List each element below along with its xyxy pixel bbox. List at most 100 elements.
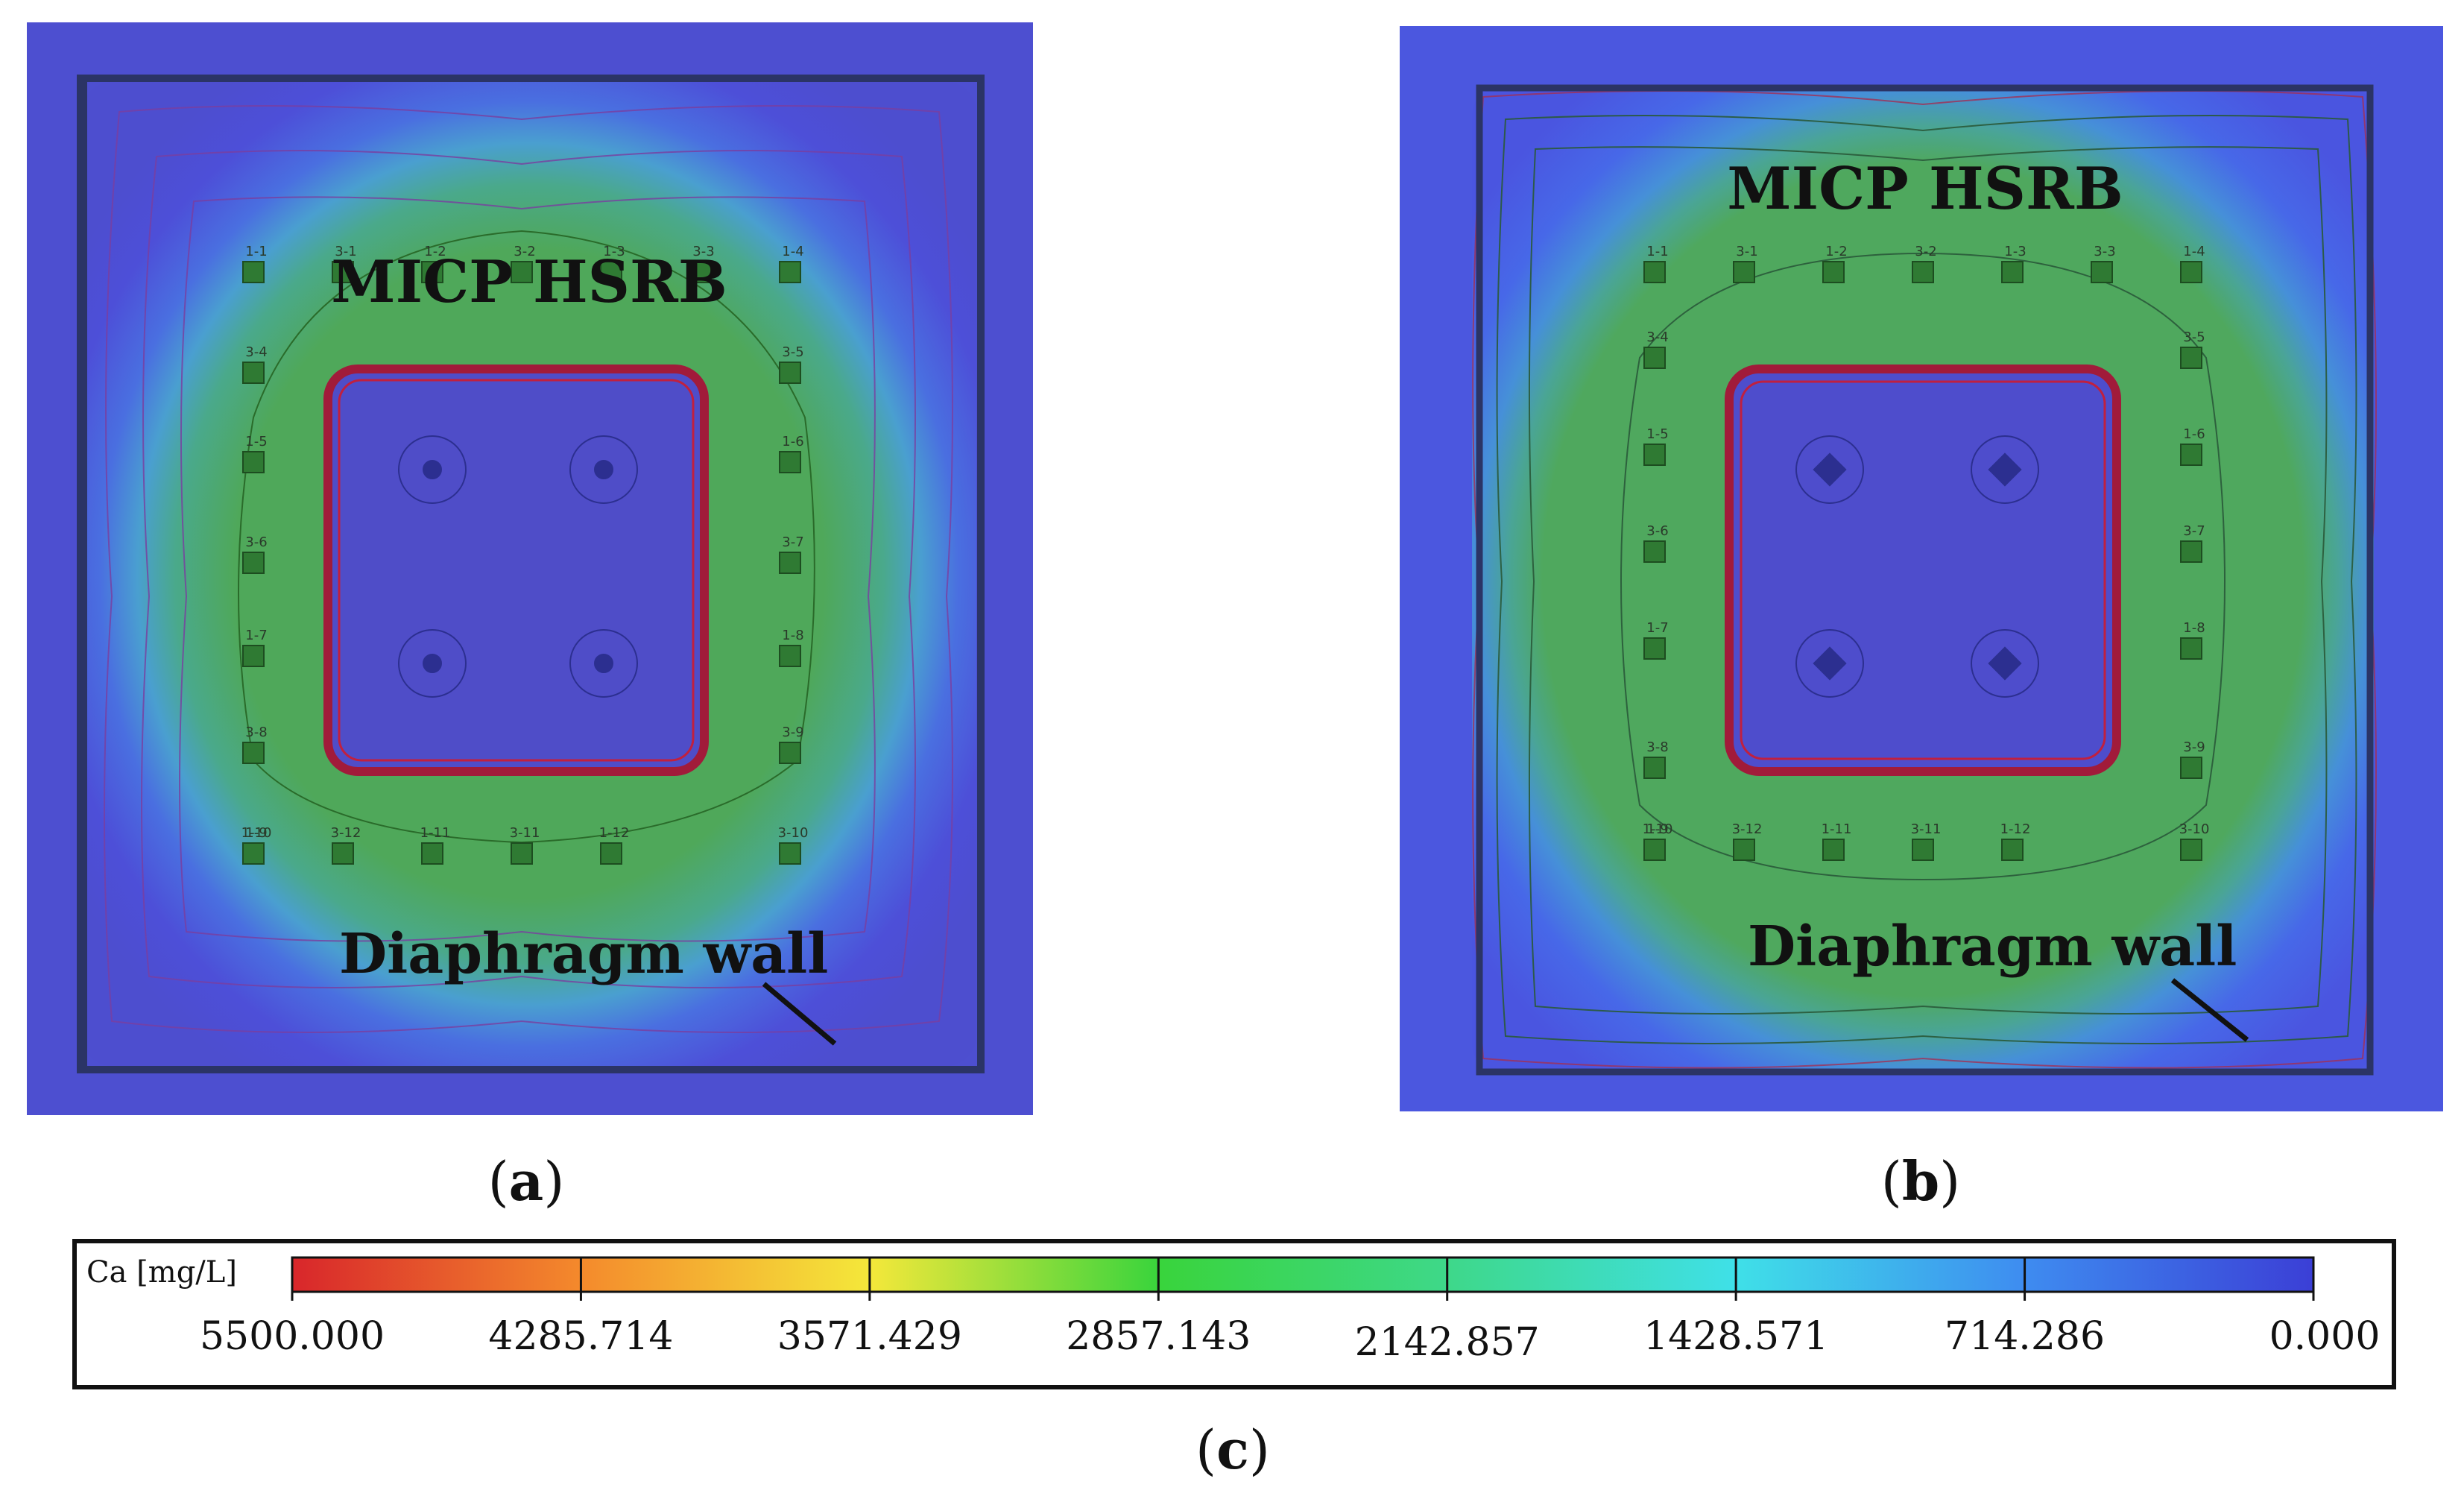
well-label: 3-1 xyxy=(335,244,356,259)
well-label: 3-4 xyxy=(245,344,267,360)
well-label: 1-5 xyxy=(1646,426,1668,442)
well-label: 1-2 xyxy=(424,244,446,259)
panel-a-inner-pit xyxy=(323,365,709,776)
well-label: 3-9 xyxy=(782,725,803,740)
well-marker xyxy=(2180,347,2202,369)
well-marker xyxy=(689,261,712,283)
well-marker xyxy=(2180,444,2202,466)
well-label: 3-8 xyxy=(245,725,267,740)
panel-a-inner-contour xyxy=(338,379,695,762)
panel-b-wells: 1-1 3-1 1-2 3-2 1-3 3-3 1-4 3-4 3-5 1-5 1-6 3-6 3-7 1… xyxy=(1643,244,2210,861)
well-label: 3-6 xyxy=(1646,523,1668,539)
well-marker xyxy=(2180,839,2202,861)
panel-b-contours xyxy=(1472,90,2377,1069)
legend-tick-label: 2142.857 xyxy=(1355,1320,1540,1365)
panel-a: 1-1 3-1 1-2 3-2 1-3 3-3 1-4 3-4 3-5 1-5 1-6 3-6 3-7 1… xyxy=(27,22,1033,1115)
well-marker xyxy=(1643,444,1666,466)
well-marker xyxy=(1822,839,1845,861)
legend-tick-label: 5500.000 xyxy=(200,1314,385,1359)
well-marker xyxy=(2180,261,2202,283)
well-marker xyxy=(242,842,265,865)
legend-caption: (c) xyxy=(1195,1418,1270,1481)
panel-b-inner-contour xyxy=(1740,380,2106,760)
well-marker xyxy=(600,261,622,283)
panel-b-title: MICP HSRB xyxy=(1727,155,2123,223)
legend-tick-label: 2857.143 xyxy=(1066,1314,1251,1359)
well-label: 1-8 xyxy=(782,628,803,643)
well-marker xyxy=(2180,540,2202,563)
well-marker xyxy=(1733,839,1755,861)
panel-a-contours xyxy=(104,105,953,1033)
well-marker xyxy=(242,645,265,667)
panel-a-title: MICP HSRB xyxy=(331,248,727,316)
well-label: 1-10 xyxy=(241,825,272,841)
well-marker xyxy=(779,552,801,574)
well-label: 3-10 xyxy=(2179,821,2210,837)
well-marker xyxy=(779,261,801,283)
well-label: 1-3 xyxy=(2004,244,2026,259)
well-label: 3-3 xyxy=(2094,244,2115,259)
panel-a-caption-letter: a xyxy=(509,1149,544,1213)
well-marker xyxy=(2001,839,2024,861)
well-marker xyxy=(242,362,265,384)
panel-a-caption: (a) xyxy=(488,1149,565,1213)
well-label: 3-11 xyxy=(1911,821,1942,837)
well-marker xyxy=(2180,757,2202,779)
well-marker xyxy=(779,742,801,764)
well-marker xyxy=(1643,757,1666,779)
well-marker xyxy=(1643,347,1666,369)
well-label: 3-6 xyxy=(245,534,267,550)
well-label: 3-12 xyxy=(1732,821,1763,837)
well-label: 3-1 xyxy=(1736,244,1757,259)
panel-b-pump-wells xyxy=(1795,435,2039,698)
well-label: 1-3 xyxy=(603,244,625,259)
panel-b-wall-pointer xyxy=(2170,978,2249,1042)
well-marker xyxy=(332,842,354,865)
well-marker xyxy=(1643,839,1666,861)
well-marker xyxy=(1733,261,1755,283)
well-marker xyxy=(1912,839,1934,861)
well-label: 3-5 xyxy=(2183,329,2205,345)
legend-tick-label: 1428.571 xyxy=(1643,1314,1828,1359)
well-label: 3-4 xyxy=(1646,329,1668,345)
well-marker xyxy=(242,451,265,473)
well-label: 1-4 xyxy=(2183,244,2205,259)
well-label: 1-6 xyxy=(2183,426,2205,442)
well-marker xyxy=(421,842,443,865)
well-label: 1-11 xyxy=(420,825,451,841)
panel-a-wells: 1-1 3-1 1-2 3-2 1-3 3-3 1-4 3-4 3-5 1-5 1-6 3-6 3-7 1… xyxy=(241,244,808,865)
well-marker xyxy=(242,742,265,764)
well-label: 1-9 xyxy=(245,825,267,841)
well-marker xyxy=(779,451,801,473)
well-marker xyxy=(511,261,533,283)
well-marker xyxy=(511,842,533,865)
panel-b-inner-pit xyxy=(1725,365,2121,776)
well-label: 3-2 xyxy=(514,244,535,259)
well-label: 3-12 xyxy=(331,825,361,841)
legend-tick-label: 4285.714 xyxy=(488,1314,673,1359)
legend-tick-label: 3571.429 xyxy=(777,1314,962,1359)
well-label: 3-11 xyxy=(510,825,540,841)
well-label: 3-8 xyxy=(1646,739,1668,755)
well-marker xyxy=(332,261,354,283)
panel-b-caption: (b) xyxy=(1881,1149,1961,1213)
well-label: 1-7 xyxy=(1646,620,1668,636)
legend-ticks: 5500.000 4285.714 3571.429 2857.143 2142.857… xyxy=(200,1258,2380,1365)
well-label: 1-6 xyxy=(782,434,803,449)
well-label: 3-3 xyxy=(692,244,714,259)
well-marker xyxy=(1643,261,1666,283)
panel-b-green-contours xyxy=(1496,115,2357,1044)
well-marker xyxy=(1643,540,1666,563)
legend-color-bar xyxy=(291,1256,2315,1293)
well-label: 1-4 xyxy=(782,244,803,259)
panel-a-wall-pointer xyxy=(762,982,837,1046)
well-label: 3-2 xyxy=(1915,244,1936,259)
well-label: 1-1 xyxy=(1646,244,1668,259)
legend-title: Ca [mg/L] xyxy=(86,1255,237,1290)
well-label: 1-2 xyxy=(1825,244,1847,259)
panel-b-caption-letter: b xyxy=(1902,1149,1939,1213)
well-label: 3-7 xyxy=(782,534,803,550)
legend-tick-label: 714.286 xyxy=(1945,1314,2105,1359)
well-label: 3-5 xyxy=(782,344,803,360)
